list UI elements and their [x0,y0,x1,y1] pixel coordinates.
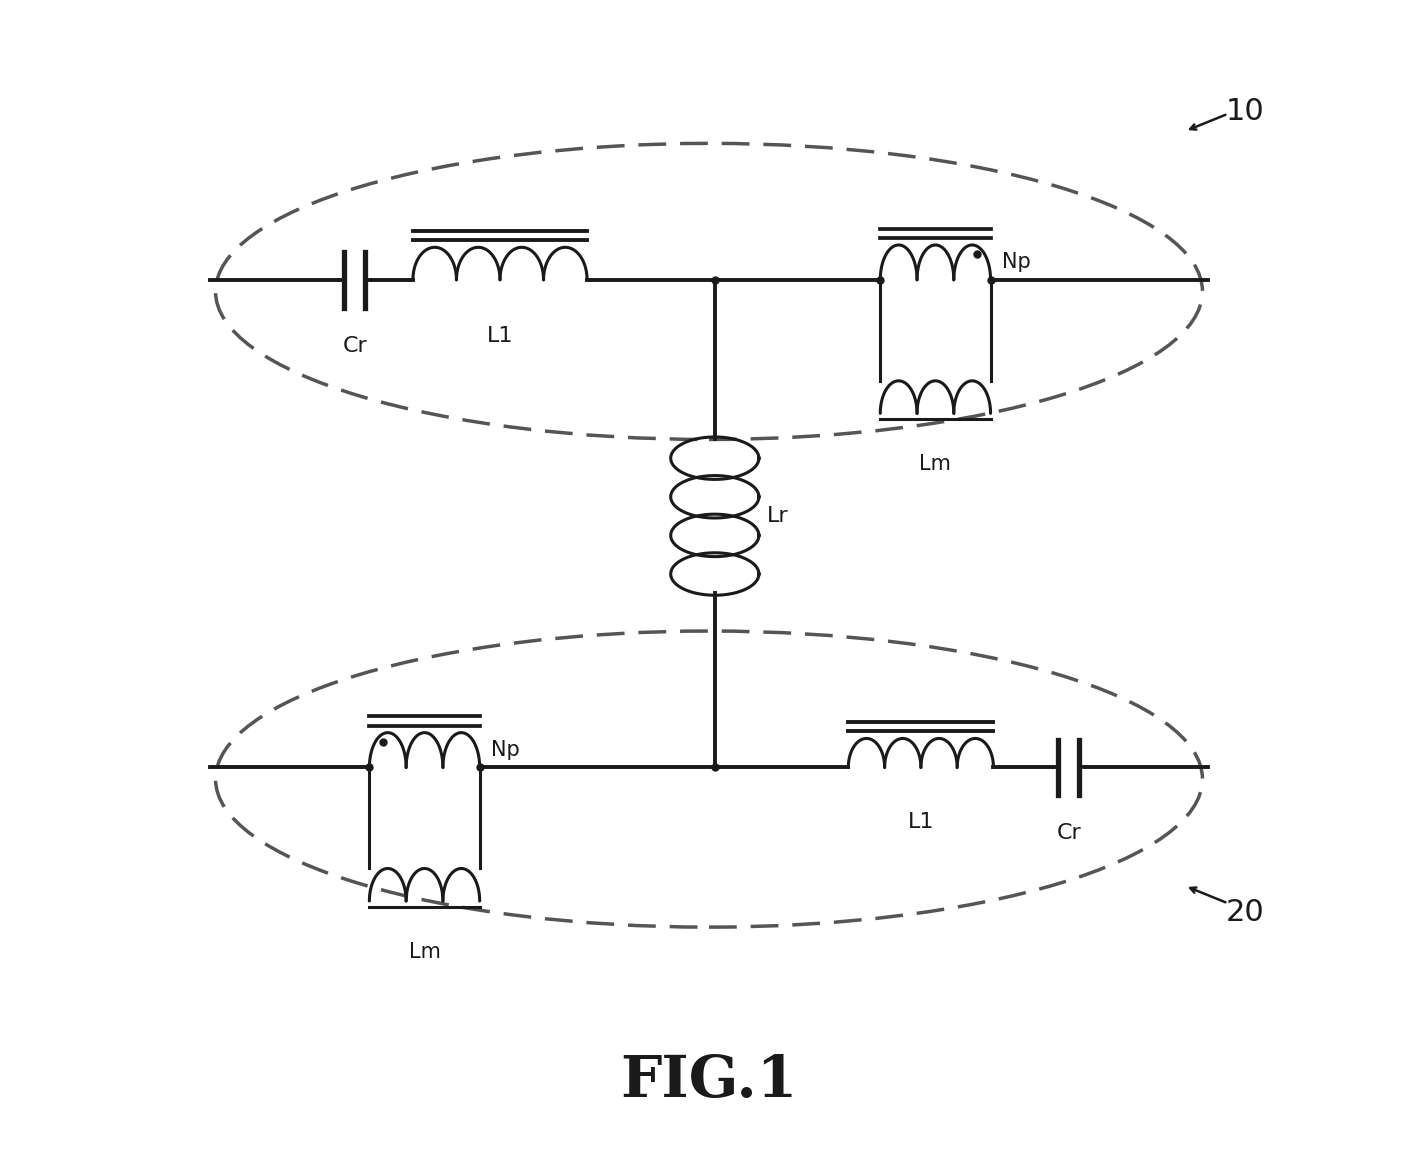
Text: 20: 20 [1225,898,1265,927]
Text: Lm: Lm [919,454,951,474]
Text: L1: L1 [908,812,934,832]
Text: L1: L1 [486,327,513,347]
Text: Np: Np [491,740,520,760]
Text: FIG.1: FIG.1 [620,1053,798,1109]
Text: Lr: Lr [767,506,788,526]
Text: Lm: Lm [408,941,441,961]
Text: Cr: Cr [343,336,367,356]
Text: Np: Np [1003,253,1031,273]
Text: 10: 10 [1225,98,1265,126]
Text: Cr: Cr [1056,824,1082,844]
